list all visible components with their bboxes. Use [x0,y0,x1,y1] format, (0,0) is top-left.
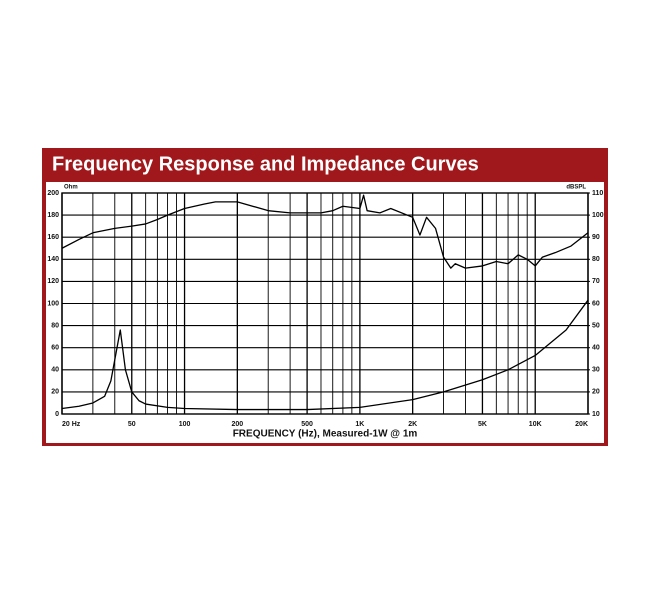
x-axis-label: FREQUENCY (Hz), Measured-1W @ 1m [233,429,418,440]
x-tick-label: 50 [128,421,136,428]
x-tick-label: 5K [478,421,487,428]
y2-tick-label: 50 [592,322,600,329]
y2-tick-label: 100 [592,212,604,219]
x-tick-label: 20K [575,421,588,428]
y2-tick-label: 90 [592,234,600,241]
y2-tick-label: 20 [592,389,600,396]
x-tick-label: 100 [179,421,191,428]
series-line [61,194,589,269]
y2-tick-label: 110 [592,190,603,197]
series-line [61,299,589,411]
y2-axis-label: dBSPL [566,185,586,191]
y-tick-label: 60 [51,345,59,352]
x-tick-label: 1K [355,421,364,428]
y2-tick-label: 30 [592,367,600,374]
y-tick-label: 80 [51,322,59,329]
y-tick-label: 140 [47,256,59,263]
y-tick-label: 180 [47,212,59,219]
y2-tick-label: 10 [592,411,600,418]
y-tick-label: 40 [51,367,59,374]
x-tick-label: 200 [231,421,243,428]
y-tick-label: 0 [55,411,59,418]
plot-panel [46,182,604,443]
y2-tick-label: 80 [592,256,600,263]
y-tick-label: 100 [47,300,59,307]
y2-tick-label: 40 [592,345,600,352]
plot-border [61,192,589,415]
y-axis-label: Ohm [64,185,78,191]
y2-tick-label: 60 [592,300,600,307]
x-tick-label: 2K [408,421,417,428]
y-tick-label: 120 [47,278,59,285]
y2-tick-label: 70 [592,278,600,285]
y-tick-label: 20 [51,389,59,396]
x-tick-label: 500 [301,421,313,428]
x-tick-label: 20 Hz [62,421,81,428]
y-tick-label: 160 [47,234,59,241]
y-tick-label: 200 [47,190,59,197]
x-tick-label: 10K [529,421,542,428]
chart-title: Frequency Response and Impedance Curves [52,153,479,175]
